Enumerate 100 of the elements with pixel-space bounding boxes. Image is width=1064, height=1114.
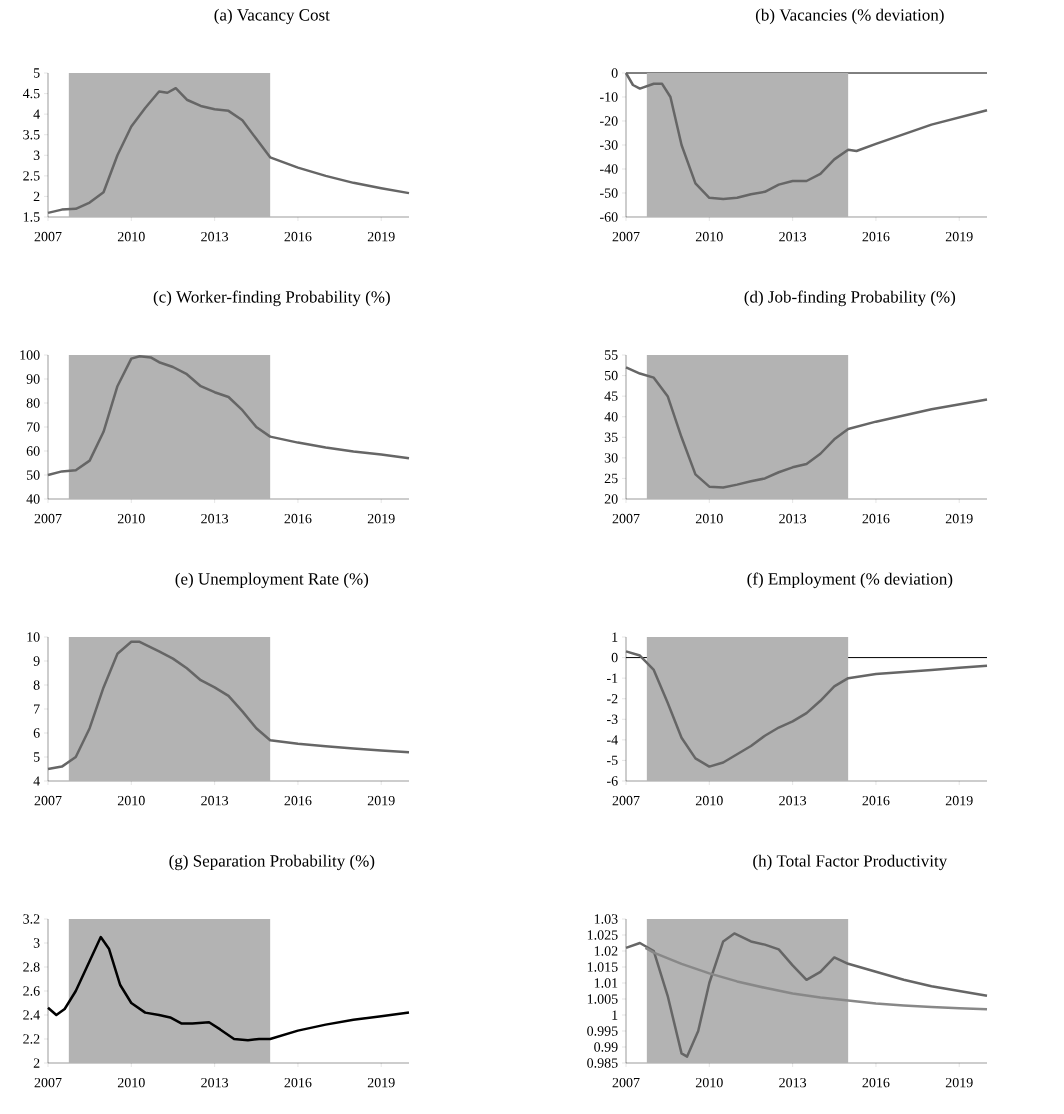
y-tick-label: 4.5 [22, 88, 40, 99]
y-tick-label: -40 [600, 164, 618, 174]
y-tick-label: 3.5 [23, 129, 40, 140]
x-tick-label: 2019 [945, 795, 973, 806]
y-tick-label: 6 [33, 728, 40, 738]
y-tick-label: -5 [607, 755, 618, 766]
y-tick-label: -4 [607, 735, 618, 745]
x-tick-label: 2019 [367, 795, 395, 806]
y-tick-label: 1.01 [594, 978, 618, 988]
x-tick-label: 2016 [862, 513, 890, 524]
y-tick-label: 50 [604, 370, 618, 381]
y-tick-label: 45 [604, 391, 618, 401]
x-tick-label: 2010 [695, 1077, 723, 1088]
y-tick-label: 0.99 [594, 1042, 618, 1052]
x-tick-label: 2007 [34, 231, 62, 242]
x-tick-label: 2010 [695, 513, 723, 524]
y-tick-label: 1.005 [587, 994, 618, 1004]
y-tick-label: 1.5 [23, 212, 40, 222]
y-tick-label: 20 [604, 494, 618, 504]
y-tick-label: 1.025 [587, 930, 618, 940]
chart-title: (a) Vacancy Cost [214, 8, 330, 25]
x-tick-label: 2010 [695, 795, 723, 806]
x-tick-label: 2013 [779, 231, 807, 242]
y-tick-label: -1 [607, 673, 618, 683]
y-tick-label: 2.8 [23, 962, 40, 972]
x-tick-label: 2007 [612, 231, 640, 242]
x-tick-label: 2016 [284, 1077, 312, 1088]
y-tick-label: 2.4 [23, 1010, 40, 1020]
y-tick-label: 90 [26, 374, 40, 384]
y-tick-label: 1.03 [594, 914, 618, 924]
x-tick-label: 2013 [201, 231, 229, 242]
y-tick-label: 0.985 [587, 1058, 618, 1068]
x-tick-label: 2013 [201, 513, 229, 524]
x-tick-label: 2007 [612, 1077, 640, 1088]
y-tick-label: 1 [612, 1010, 618, 1020]
y-tick-label: 1 [612, 632, 618, 642]
y-tick-label: 40 [26, 494, 40, 504]
chart-title: (g) Separation Probability (%) [169, 854, 375, 871]
x-tick-label: 2013 [779, 795, 807, 806]
x-tick-label: 2019 [367, 1077, 395, 1088]
chart-title: (b) Vacancies (% deviation) [755, 8, 944, 25]
y-tick-label: 40 [604, 411, 618, 422]
y-tick-label: 55 [604, 350, 618, 360]
y-tick-label: 60 [26, 446, 40, 456]
y-tick-label: 2.5 [23, 171, 40, 181]
chart-title: (d) Job-finding Probability (%) [744, 290, 956, 307]
x-tick-label: 2013 [201, 1077, 229, 1088]
x-tick-label: 2010 [117, 1077, 145, 1088]
y-tick-label: -30 [600, 140, 618, 150]
y-tick-label: 3 [33, 150, 40, 160]
y-tick-label: 4 [33, 776, 40, 786]
chart-title: (c) Worker-finding Probability (%) [153, 290, 390, 307]
y-tick-label: 7 [34, 704, 40, 714]
x-tick-label: 2010 [695, 231, 723, 242]
x-tick-label: 2007 [612, 513, 640, 524]
y-tick-label: 4 [33, 109, 40, 119]
x-tick-label: 2007 [612, 795, 640, 806]
x-tick-label: 2013 [779, 513, 807, 524]
y-tick-label: 0 [611, 68, 618, 78]
y-tick-label: 3.2 [23, 914, 40, 924]
y-tick-label: 100 [20, 350, 40, 360]
y-tick-label: -60 [600, 212, 618, 222]
y-tick-label: 2 [33, 191, 40, 202]
x-tick-label: 2016 [862, 1077, 890, 1088]
x-tick-label: 2019 [367, 513, 395, 524]
x-tick-label: 2016 [284, 795, 312, 806]
x-tick-label: 2019 [945, 513, 973, 524]
y-tick-label: 1.015 [587, 962, 618, 972]
x-tick-label: 2010 [117, 795, 145, 806]
y-tick-label: 50 [26, 470, 40, 480]
x-tick-label: 2013 [779, 1077, 807, 1088]
y-tick-label: 30 [604, 453, 618, 463]
x-tick-label: 2019 [367, 231, 395, 242]
y-tick-label: 2 [33, 1058, 40, 1068]
y-tick-label: -10 [600, 92, 618, 102]
y-tick-label: 9 [33, 656, 40, 666]
y-tick-label: 70 [27, 422, 40, 432]
y-tick-label: -6 [607, 776, 618, 786]
chart-title: (e) Unemployment Rate (%) [175, 572, 369, 589]
x-tick-label: 2019 [945, 231, 973, 242]
x-tick-label: 2007 [34, 513, 62, 524]
y-tick-label: -50 [600, 188, 618, 198]
x-tick-label: 2007 [34, 795, 62, 806]
x-tick-label: 2016 [862, 795, 890, 806]
y-tick-label: 25 [604, 473, 618, 484]
y-tick-label: 5 [33, 752, 40, 762]
y-tick-label: 2.6 [23, 986, 40, 996]
y-tick-label: 2.2 [23, 1034, 40, 1044]
chart-title: (f) Employment (% deviation) [747, 572, 953, 589]
x-tick-label: 2010 [117, 513, 145, 524]
x-tick-label: 2013 [201, 795, 229, 806]
y-tick-label: 3 [33, 938, 40, 948]
chart-title: (h) Total Factor Productivity [753, 854, 948, 871]
y-tick-label: 5 [33, 68, 40, 78]
x-tick-label: 2019 [945, 1077, 973, 1088]
x-tick-label: 2016 [284, 231, 312, 242]
y-tick-label: 80 [26, 398, 40, 408]
y-tick-label: -2 [607, 694, 618, 704]
y-tick-label: 1.02 [594, 946, 618, 956]
y-tick-label: 0.995 [587, 1026, 618, 1036]
